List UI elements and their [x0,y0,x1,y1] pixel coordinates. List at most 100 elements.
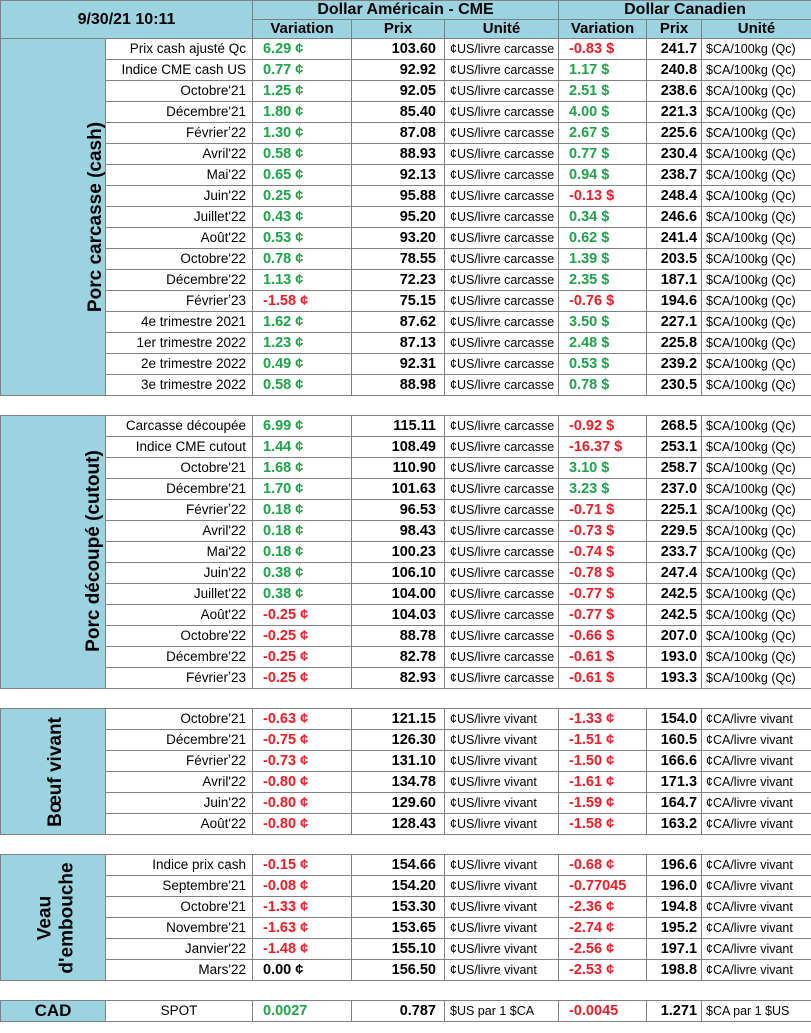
row-label: Janvier'22 [105,938,253,960]
usd-variation: -0.15 ¢ [252,854,352,876]
cad-price: 258.7 [646,457,703,479]
cad-unit: ¢CA/livre vivant [701,938,811,960]
row-label: Indice prix cash [105,854,253,876]
usd-variation: -0.25 ¢ [252,604,352,626]
usd-unit: ¢US/livre vivant [443,750,560,772]
spot-label: SPOT [105,1000,253,1022]
row-label: 3e trimestre 2022 [105,374,253,396]
cad-unit: ¢CA/livre vivant [701,875,811,897]
cad-price: 187.1 [646,269,703,291]
section-title-text: Porc carcasse (cash) [85,122,104,312]
usd-price: 72.23 [351,269,445,291]
table-row: Indice CME cutout 1.44 ¢ 108.49 ¢US/livre c… [1,436,811,458]
cad-variation: -16.37 $ [558,436,648,458]
usd-price: 87.62 [351,311,445,333]
usd-variation: 0.25 ¢ [252,185,352,207]
row-label: Octobre'21 [105,708,253,730]
cad-price: 247.4 [646,562,703,584]
usd-price: 154.20 [351,875,445,897]
usd-unit: ¢US/livre vivant [443,792,560,814]
usd-price: 88.78 [351,625,445,647]
cad-unit: ¢CA/livre vivant [701,896,811,918]
usd-price: 100.23 [351,541,445,563]
usd-unit: ¢US/livre carcasse [443,290,560,312]
cad-unit: ¢CA/livre vivant [701,729,811,751]
cad-unit: $CA/100kg (Qc) [701,185,811,207]
cad-variation: -0.83 $ [558,38,648,60]
section-spacer [0,688,811,709]
cad-unite-header: Unité [701,19,811,39]
cad-variation: 3.50 $ [558,311,648,333]
usd-variation: 0.43 ¢ [252,206,352,228]
usd-price: 153.30 [351,896,445,918]
usd-price: 104.03 [351,604,445,626]
usd-variation: 0.78 ¢ [252,248,352,270]
cad-unit: $CA/100kg (Qc) [701,353,811,375]
cad-price: 221.3 [646,101,703,123]
usd-variation: 1.13 ¢ [252,269,352,291]
usd-variation: -0.73 ¢ [252,750,352,772]
cad-variation: 2.48 $ [558,332,648,354]
table-row: Juillet'22 0.43 ¢ 95.20 ¢US/livre carcasse 0… [1,206,811,228]
table-row: Août'22 -0.25 ¢ 104.03 ¢US/livre carcasse -0… [1,604,811,626]
usd-unit: ¢US/livre vivant [443,854,560,876]
usd-price: 103.60 [351,38,445,60]
usd-unit: ¢US/livre carcasse [443,457,560,479]
usd-price: 87.13 [351,332,445,354]
section-spacer [0,834,811,855]
cad-price: 239.2 [646,353,703,375]
usd-variation: -0.80 ¢ [252,792,352,814]
table-row: Décembre'21 1.80 ¢ 85.40 ¢US/livre carcasse… [1,101,811,123]
usd-price: 88.98 [351,374,445,396]
row-label: Juin'22 [105,792,253,814]
table-row: 2e trimestre 2022 0.49 ¢ 92.31 ¢US/livre ca… [1,353,811,375]
row-label: Févrierʼ23 [105,290,253,312]
cad-unit: ¢CA/livre vivant [701,708,811,730]
row-label: Juin'22 [105,562,253,584]
usd-unit: ¢US/livre carcasse [443,227,560,249]
cad-unit: $CA/100kg (Qc) [701,227,811,249]
usd-variation: 1.25 ¢ [252,80,352,102]
row-label: Décembre'21 [105,478,253,500]
row-label: Indice CME cash US [105,59,253,81]
usd-price: 92.13 [351,164,445,186]
usd-variation: 0.00 ¢ [252,959,352,981]
usd-variation: -0.25 ¢ [252,667,352,689]
usd-variation: 0.18 ¢ [252,499,352,521]
usd-variation: 0.18 ¢ [252,520,352,542]
usd-price: 85.40 [351,101,445,123]
usd-unit: ¢US/livre carcasse [443,646,560,668]
section-title-line: Veau [34,895,56,940]
cad-unit: $CA/100kg (Qc) [701,562,811,584]
cad-variation: -0.0045 [558,1000,648,1022]
cad-unit: $CA par 1 $US [701,1000,811,1022]
usd-price: 110.90 [351,457,445,479]
row-label: 4e trimestre 2021 [105,311,253,333]
cad-unit: $CA/100kg (Qc) [701,269,811,291]
usd-unit: ¢US/livre carcasse [443,667,560,689]
cad-variation: -1.59 ¢ [558,792,648,814]
table-row: Avril'22 0.18 ¢ 98.43 ¢US/livre carcasse -0.… [1,520,811,542]
cad-price: 198.8 [646,959,703,981]
table-row: Mai'22 0.18 ¢ 100.23 ¢US/livre carcasse -0.7… [1,541,811,563]
cad-variation: -2.74 ¢ [558,917,648,939]
section-title-porc-carcasse-cash: Porc carcasse (cash) [0,38,106,396]
cad-variation: -0.61 $ [558,667,648,689]
usd-variation: 1.62 ¢ [252,311,352,333]
section-title-text: Veau d'embouche [35,862,79,973]
cad-unit: $CA/100kg (Qc) [701,478,811,500]
row-label: Févrierʼ22 [105,499,253,521]
cad-unit: $CA/100kg (Qc) [701,38,811,60]
row-label: Mai'22 [105,541,253,563]
usd-unit: ¢US/livre carcasse [443,164,560,186]
table-row: Décembre'22 -0.25 ¢ 82.78 ¢US/livre carcass… [1,646,811,668]
usd-header-title: Dollar Américain - CME [251,0,560,20]
usd-variation: -1.33 ¢ [252,896,352,918]
cad-price: 203.5 [646,248,703,270]
cad-variation: -2.36 ¢ [558,896,648,918]
usd-unit: ¢US/livre vivant [443,896,560,918]
usd-price: 108.49 [351,436,445,458]
cad-price: 227.1 [646,311,703,333]
cad-variation: -1.51 ¢ [558,729,648,751]
usd-price: 134.78 [351,771,445,793]
